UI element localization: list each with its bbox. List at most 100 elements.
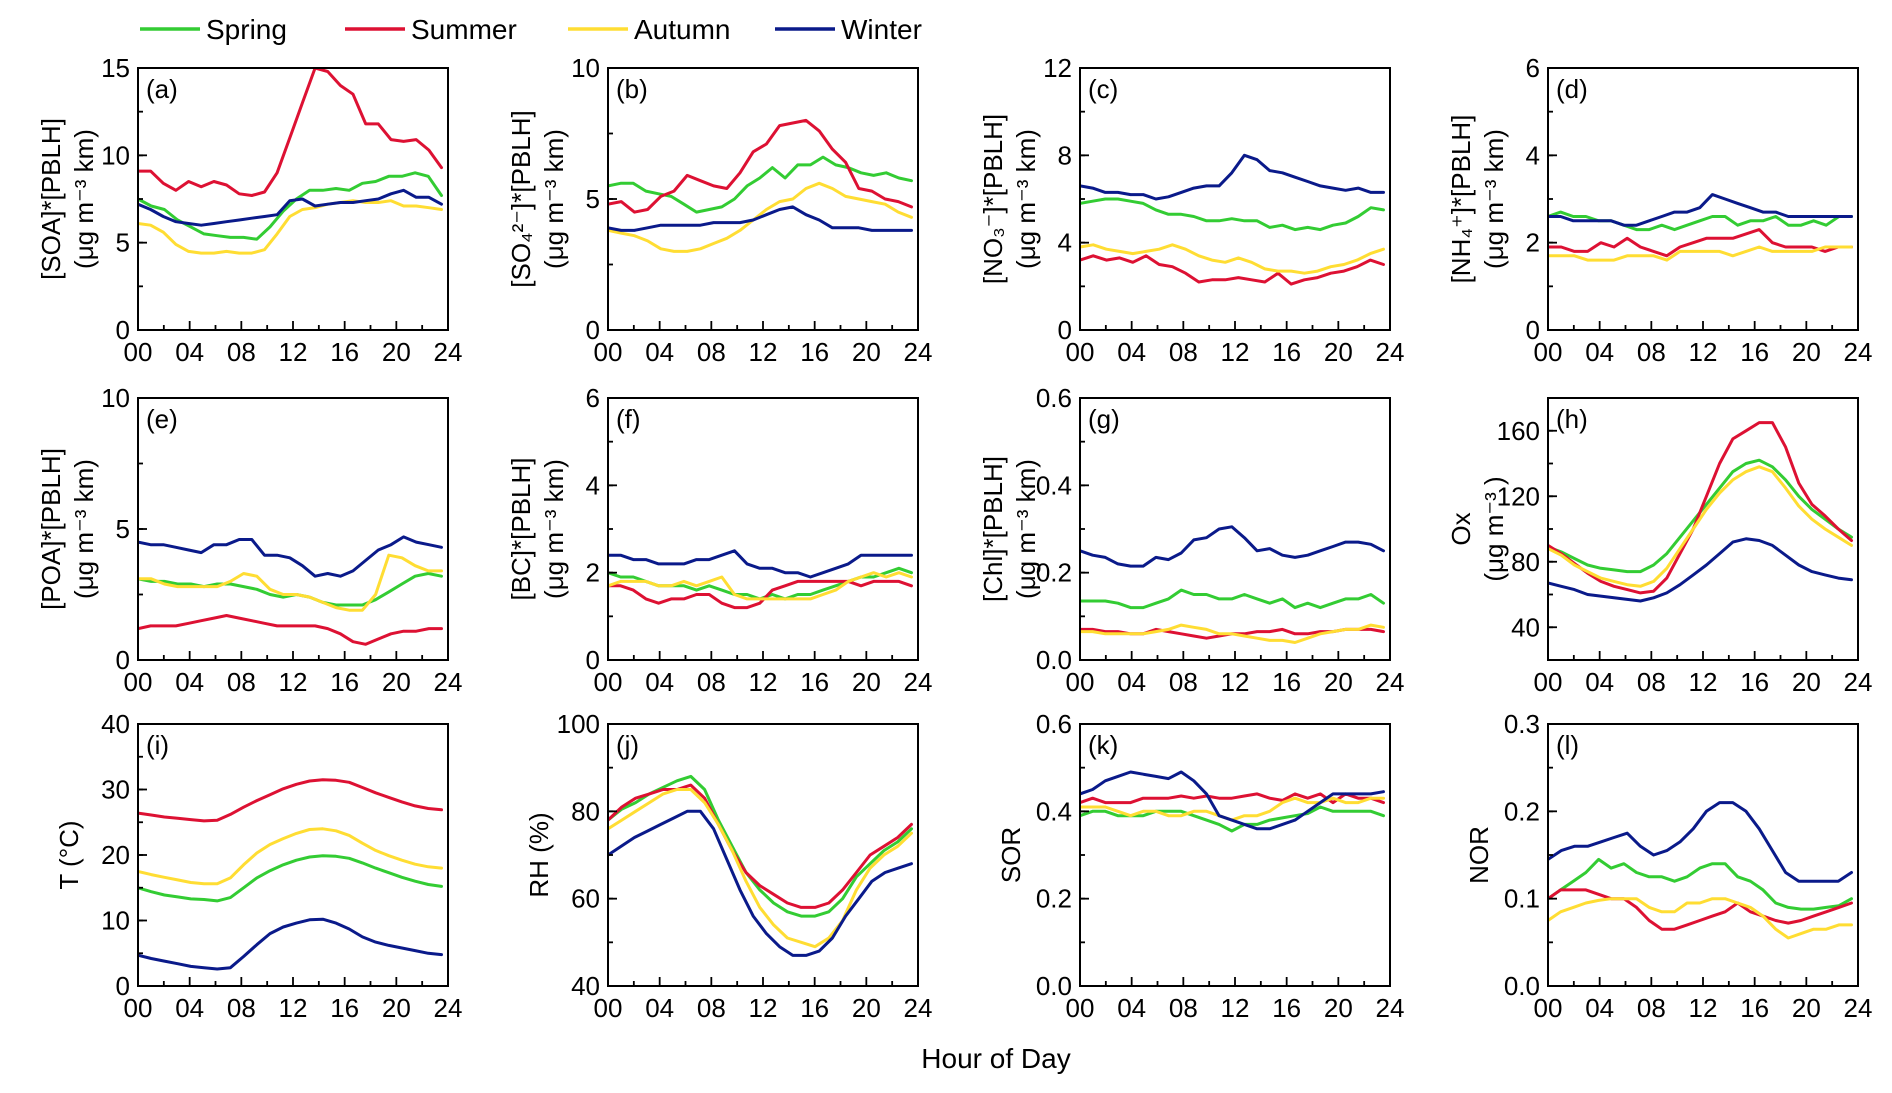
series-line-spring xyxy=(1548,857,1853,911)
series-line-winter xyxy=(608,549,913,579)
series-line-autumn xyxy=(1548,897,1853,940)
y-axis-title: [NH₄⁺]*[PBLH] xyxy=(1446,115,1476,284)
y-axis-title: [Chl]*[PBLH] xyxy=(978,456,1008,602)
y-tick-label: 0.4 xyxy=(1036,470,1072,500)
x-tick-label: 00 xyxy=(124,993,153,1023)
x-tick-label: 04 xyxy=(175,337,204,367)
y-tick-label: 80 xyxy=(1511,547,1540,577)
x-tick-label: 24 xyxy=(904,993,933,1023)
y-axis-title: (μg m⁻³ ) xyxy=(1479,476,1509,581)
y-axis-title: [BC]*[PBLH] xyxy=(506,457,536,600)
x-tick-label: 24 xyxy=(1844,667,1873,697)
y-tick-label: 0 xyxy=(116,971,130,1001)
x-tick-label: 08 xyxy=(697,993,726,1023)
x-tick-label: 04 xyxy=(175,667,204,697)
y-tick-label: 0.0 xyxy=(1036,971,1072,1001)
series-line-spring xyxy=(138,854,443,903)
y-tick-label: 0 xyxy=(586,315,600,345)
x-tick-label: 00 xyxy=(1534,667,1563,697)
x-tick-label: 08 xyxy=(1637,337,1666,367)
x-tick-label: 20 xyxy=(1792,337,1821,367)
y-tick-label: 6 xyxy=(1526,53,1540,83)
x-tick-label: 16 xyxy=(1740,667,1769,697)
y-tick-label: 0.4 xyxy=(1036,796,1072,826)
series-line-winter xyxy=(1548,537,1853,603)
x-tick-label: 04 xyxy=(645,667,674,697)
x-tick-label: 16 xyxy=(800,667,829,697)
y-axis-title: NOR xyxy=(1464,826,1494,884)
series-line-spring xyxy=(138,572,443,607)
y-axis-title: (μg m⁻³ km) xyxy=(539,459,569,599)
y-tick-label: 0.0 xyxy=(1036,645,1072,675)
series-line-summer xyxy=(608,783,913,909)
x-tick-label: 16 xyxy=(330,667,359,697)
y-tick-label: 6 xyxy=(586,383,600,413)
y-tick-label: 0 xyxy=(586,645,600,675)
x-tick-label: 12 xyxy=(279,667,308,697)
x-tick-label: 12 xyxy=(279,993,308,1023)
x-tick-label: 20 xyxy=(852,667,881,697)
y-tick-label: 2 xyxy=(586,558,600,588)
y-tick-label: 40 xyxy=(1511,612,1540,642)
series-line-summer xyxy=(1548,888,1853,931)
y-axis-title: [POA]*[PBLH] xyxy=(36,448,66,610)
y-tick-label: 15 xyxy=(101,53,130,83)
legend-item-autumn: Autumn xyxy=(568,14,731,45)
y-axis-title: T (°C) xyxy=(54,820,84,889)
plot-frame xyxy=(1547,723,1859,987)
series-line-winter xyxy=(1080,770,1385,831)
y-axis-title: (μg m⁻³ km) xyxy=(69,459,99,599)
x-tick-label: 20 xyxy=(382,993,411,1023)
x-tick-label: 12 xyxy=(749,993,778,1023)
x-tick-label: 12 xyxy=(1689,667,1718,697)
panel-label: (e) xyxy=(146,404,178,434)
legend-label: Winter xyxy=(841,14,922,45)
x-tick-label: 16 xyxy=(1740,993,1769,1023)
y-tick-label: 4 xyxy=(586,470,600,500)
legend: Spring Summer Autumn Winter xyxy=(140,14,922,45)
x-tick-label: 00 xyxy=(594,337,623,367)
series-group xyxy=(1080,770,1385,833)
x-tick-label: 20 xyxy=(1792,667,1821,697)
y-tick-label: 4 xyxy=(1058,228,1072,258)
series-line-winter xyxy=(1548,801,1853,883)
x-tick-label: 16 xyxy=(1740,337,1769,367)
panel-e: 00 04 08 12 16 20 24 0 5 10 (e) [POA]*[PBLH] (μg m⁻³… xyxy=(36,383,462,697)
series-line-autumn xyxy=(138,553,443,612)
series-group xyxy=(1080,153,1385,286)
x-tick-label: 16 xyxy=(800,993,829,1023)
series-line-winter xyxy=(138,535,443,578)
x-tick-label: 04 xyxy=(1585,337,1614,367)
plot-frame xyxy=(1547,67,1859,331)
x-tick-label: 24 xyxy=(434,667,463,697)
series-line-summer xyxy=(138,614,443,646)
x-tick-label: 08 xyxy=(697,337,726,367)
y-tick-label: 10 xyxy=(101,906,130,936)
x-tick-label: 00 xyxy=(594,993,623,1023)
x-tick-label: 20 xyxy=(1324,337,1353,367)
y-tick-label: 0 xyxy=(116,315,130,345)
y-tick-label: 40 xyxy=(101,709,130,739)
y-axis-title: Ox xyxy=(1446,512,1476,545)
y-tick-label: 12 xyxy=(1043,53,1072,83)
panel-label: (d) xyxy=(1556,74,1588,104)
series-line-winter xyxy=(1080,525,1385,568)
y-tick-label: 10 xyxy=(101,383,130,413)
legend-item-winter: Winter xyxy=(775,14,922,45)
y-tick-label: 100 xyxy=(557,709,600,739)
x-tick-label: 24 xyxy=(1376,993,1405,1023)
panel-label: (b) xyxy=(616,74,648,104)
y-tick-label: 0.6 xyxy=(1036,709,1072,739)
x-tick-label: 00 xyxy=(594,667,623,697)
x-tick-label: 12 xyxy=(1221,667,1250,697)
x-tick-label: 20 xyxy=(382,667,411,697)
y-tick-label: 5 xyxy=(116,514,130,544)
y-tick-label: 80 xyxy=(571,796,600,826)
x-tick-label: 00 xyxy=(1066,993,1095,1023)
y-tick-label: 0 xyxy=(1058,315,1072,345)
panel-k: 00 04 08 12 16 20 24 0.0 0.2 0.4 0.6 (k) SOR xyxy=(996,709,1404,1023)
panel-i: 00 04 08 12 16 20 24 0 10 20 30 40 (i) T (°C) xyxy=(54,709,462,1023)
series-line-autumn xyxy=(1080,243,1385,275)
y-tick-label: 0 xyxy=(1526,315,1540,345)
